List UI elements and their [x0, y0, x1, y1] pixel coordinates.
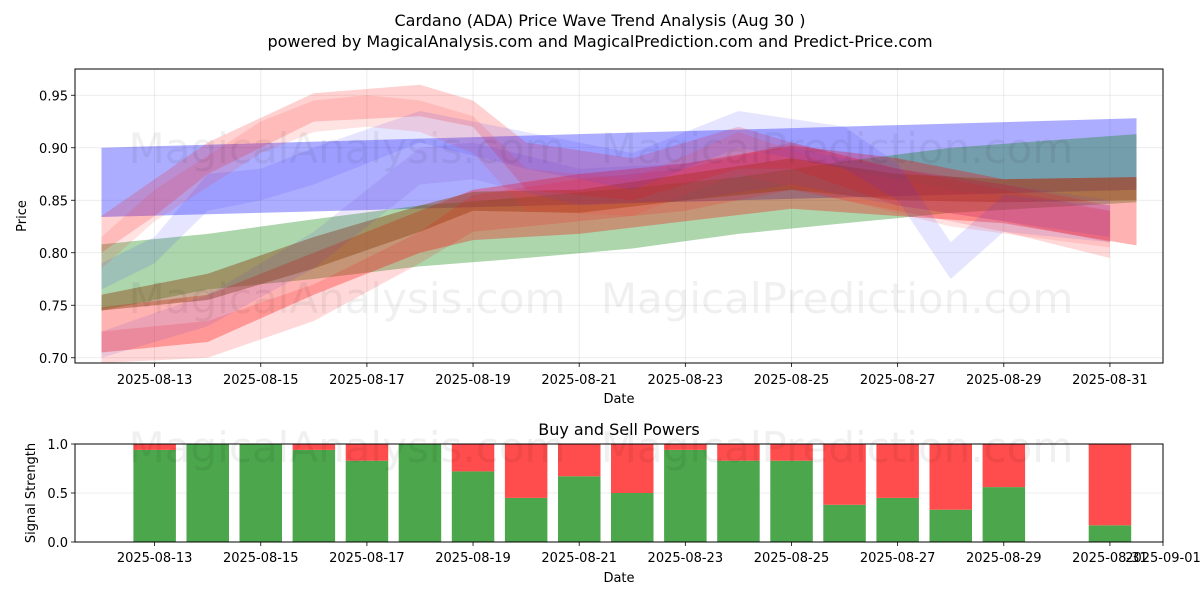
x-tick-label: 2025-08-21 — [541, 373, 617, 388]
price-plot-frame — [74, 68, 1164, 364]
buy-power-bar — [292, 449, 336, 542]
x-tick-label: 2025-08-27 — [860, 373, 936, 388]
buy-power-bar — [504, 497, 548, 542]
x-tick-label: 2025-08-13 — [117, 551, 193, 566]
signal-y-ticks: 0.0 0.5 1.0 — [47, 438, 75, 551]
sell-power-bar — [345, 444, 389, 461]
watermark-text: MagicalPrediction.com — [601, 124, 1074, 173]
x-tick-label: 2025-08-31 — [1072, 551, 1148, 566]
sell-power-bar — [451, 444, 495, 472]
x-tick-label: 2025-08-23 — [648, 551, 724, 566]
sell-power-bar — [664, 444, 707, 450]
price-wave-band — [101, 142, 1110, 358]
watermark-text: MagicalPrediction.com — [601, 274, 1074, 323]
price-wave-band — [101, 142, 1110, 363]
buy-power-bar — [186, 444, 229, 542]
figure-title: Cardano (ADA) Price Wave Trend Analysis … — [394, 11, 805, 30]
buy-power-bar — [982, 487, 1026, 542]
buy-power-bar — [398, 444, 442, 542]
sell-power-bar — [1088, 444, 1132, 526]
price-x-axis-label: Date — [603, 392, 634, 407]
price-wave-band — [101, 158, 1137, 311]
sell-power-bar — [929, 444, 972, 510]
price-y-ticks: 0.70 0.75 0.80 0.85 0.90 0.95 — [39, 89, 75, 367]
price-wave-band — [101, 134, 1137, 311]
buy-power-bar — [451, 471, 495, 542]
buy-power-bar — [345, 460, 389, 542]
y-tick-label: 0.95 — [39, 89, 68, 104]
x-tick-label: 2025-08-29 — [966, 551, 1042, 566]
y-tick-label: 0.85 — [39, 194, 68, 209]
y-tick-label: 0.80 — [39, 247, 68, 262]
price-wave-band — [101, 84, 1110, 253]
buy-power-bar — [558, 476, 601, 542]
price-x-ticks: 2025-08-13 2025-08-15 2025-08-17 2025-08-19… — [117, 363, 1148, 388]
y-tick-label: 0.5 — [47, 487, 68, 502]
watermark-text: MagicalAnalysis.com — [129, 274, 566, 323]
buy-power-bar — [1088, 525, 1132, 542]
y-tick-label: 0.90 — [39, 142, 68, 157]
x-tick-label: 2025-09-01 — [1125, 551, 1200, 566]
x-tick-label: 2025-08-13 — [117, 373, 193, 388]
price-wave-band — [101, 111, 1110, 290]
buy-power-bar — [876, 497, 919, 542]
sell-power-bar — [133, 444, 176, 450]
x-tick-label: 2025-08-25 — [754, 373, 830, 388]
buy-power-bar — [664, 449, 707, 542]
x-tick-label: 2025-08-25 — [754, 551, 830, 566]
buy-power-bar — [239, 444, 282, 542]
x-tick-label: 2025-08-17 — [329, 373, 405, 388]
y-tick-label: 0.75 — [39, 299, 68, 314]
x-tick-label: 2025-08-19 — [435, 551, 511, 566]
sell-power-bar — [823, 444, 866, 505]
buy-power-bar — [770, 460, 813, 542]
y-tick-label: 0.0 — [47, 536, 68, 551]
signal-y-axis-label: Signal Strength — [24, 443, 39, 543]
x-tick-label: 2025-08-15 — [223, 551, 299, 566]
buy-sell-title: Buy and Sell Powers — [538, 420, 700, 439]
price-wave-band — [101, 145, 1137, 353]
figure-subtitle: powered by MagicalAnalysis.com and Magic… — [267, 32, 932, 51]
watermark-text: MagicalPrediction.com — [601, 423, 1074, 472]
x-tick-label: 2025-08-29 — [966, 373, 1042, 388]
sell-power-bar — [770, 444, 813, 461]
x-tick-label: 2025-08-27 — [860, 551, 936, 566]
x-tick-label: 2025-08-19 — [435, 373, 511, 388]
buy-sell-power-chart: Buy and Sell Powers MagicalAnalysis.com … — [24, 420, 1200, 586]
price-wave-chart: MagicalAnalysis.com MagicalPrediction.co… — [15, 68, 1164, 407]
signal-x-ticks: 2025-08-13 2025-08-15 2025-08-17 2025-08-19… — [117, 542, 1200, 566]
buy-power-bar — [929, 509, 972, 542]
sell-power-bar — [611, 444, 654, 493]
y-tick-label: 1.0 — [47, 438, 68, 453]
x-tick-label: 2025-08-21 — [541, 551, 617, 566]
sell-power-bar — [982, 444, 1026, 488]
signal-x-axis-label: Date — [603, 571, 634, 586]
x-tick-label: 2025-08-17 — [329, 551, 405, 566]
price-wave-band — [101, 95, 1110, 269]
x-tick-label: 2025-08-15 — [223, 373, 299, 388]
sell-power-bar — [292, 444, 336, 450]
sell-power-bar — [717, 444, 760, 461]
buy-power-bar — [823, 504, 866, 542]
watermark-text: MagicalAnalysis.com — [129, 124, 566, 173]
x-tick-label: 2025-08-23 — [648, 373, 724, 388]
sell-power-bar — [504, 444, 548, 498]
watermark-text: MagicalAnalysis.com — [129, 423, 566, 472]
buy-power-bar — [133, 449, 176, 542]
buy-power-bar — [717, 460, 760, 542]
sell-power-bar — [876, 444, 919, 498]
signal-bars — [133, 444, 1132, 542]
buy-power-bar — [611, 493, 654, 542]
y-tick-label: 0.70 — [39, 352, 68, 367]
price-wave-band — [101, 118, 1137, 217]
price-bands — [101, 84, 1137, 363]
price-y-axis-label: Price — [15, 200, 30, 232]
x-tick-label: 2025-08-31 — [1072, 373, 1148, 388]
price-grid — [75, 69, 1163, 363]
sell-power-bar — [558, 444, 601, 477]
